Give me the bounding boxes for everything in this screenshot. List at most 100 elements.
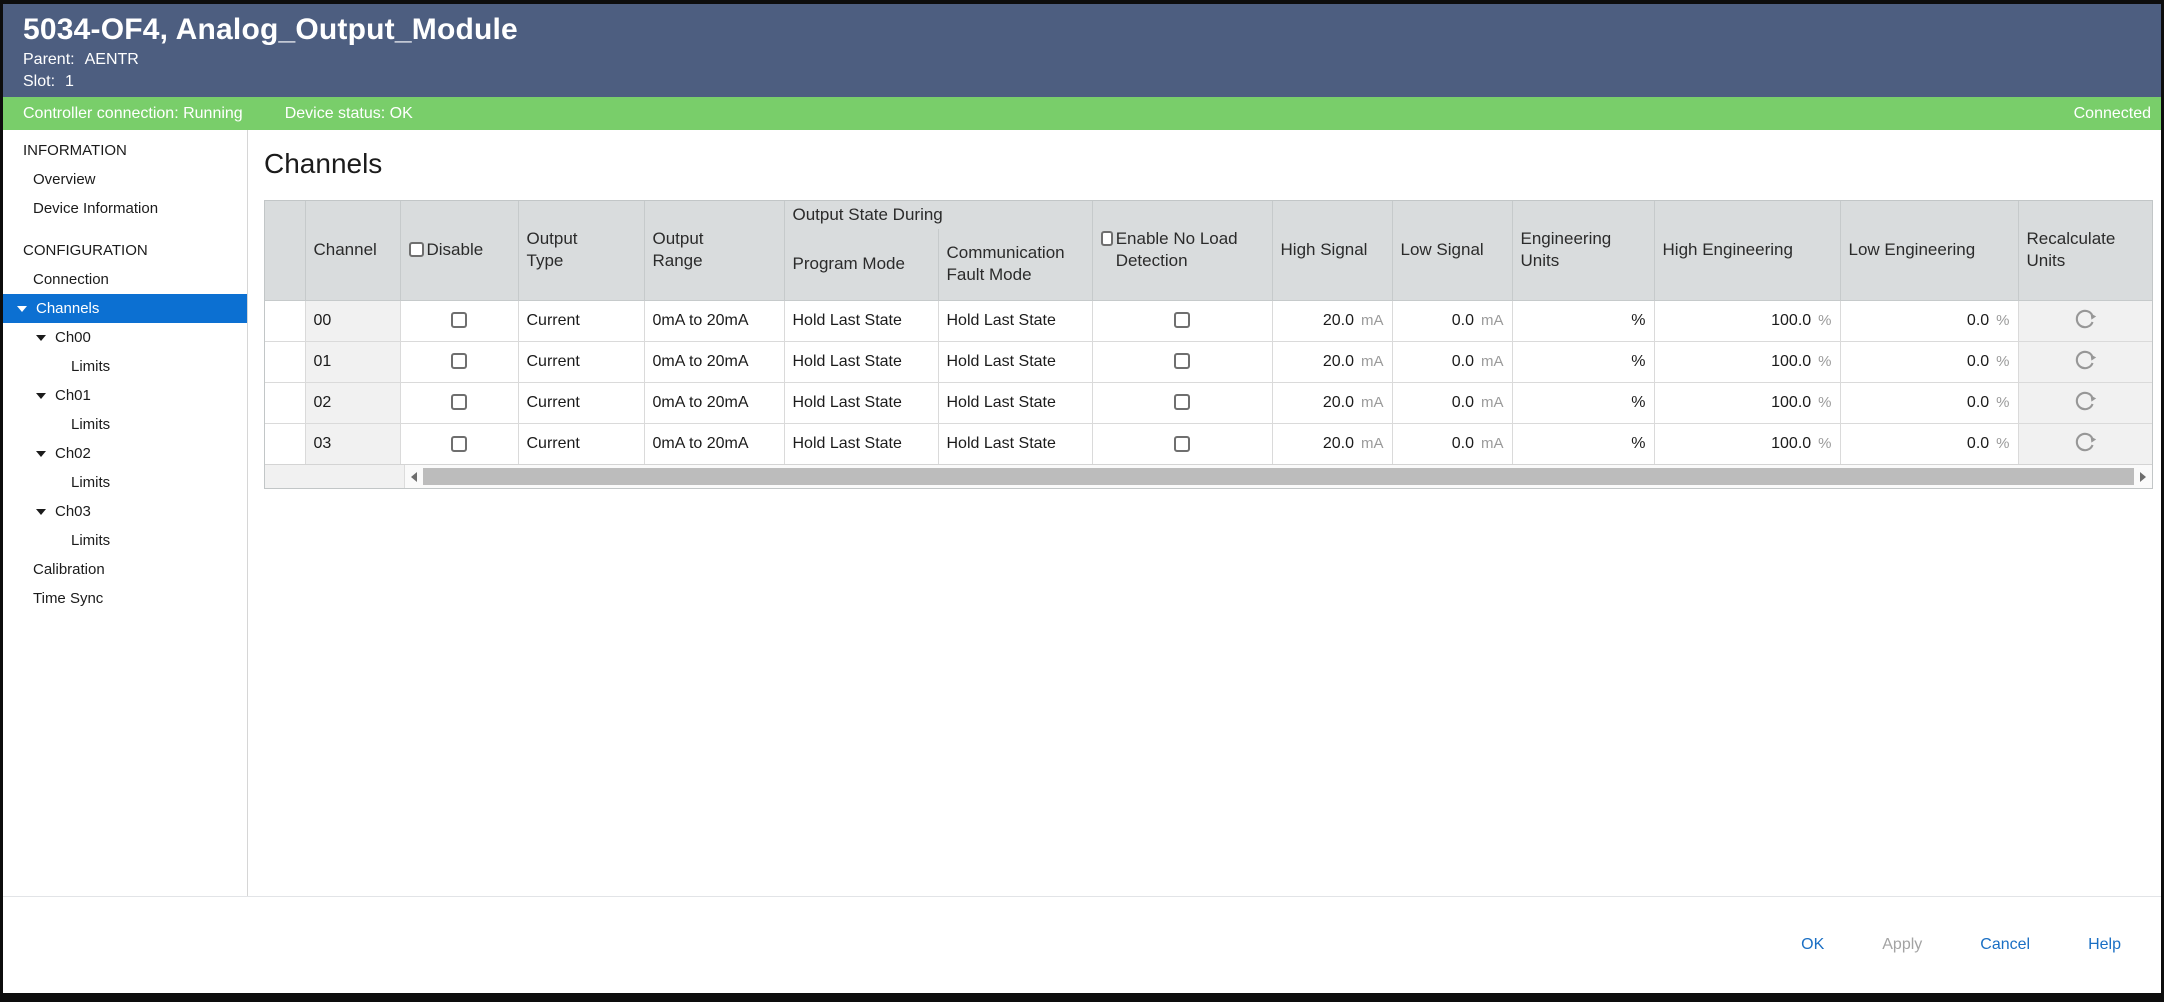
sidebar-section-configuration: CONFIGURATION [3,236,247,265]
program-mode-cell[interactable]: Hold Last State [784,300,938,341]
high-signal-cell[interactable]: 20.0mA [1272,382,1392,423]
disable-all-checkbox[interactable] [409,242,424,257]
high-signal-cell[interactable]: 20.0mA [1272,423,1392,464]
output-range-cell[interactable]: 0mA to 20mA [644,382,784,423]
engineering-units-cell[interactable]: % [1512,300,1654,341]
channels-grid: Channel Disable Output Type Output Range… [264,200,2153,489]
sidebar-item-device-information[interactable]: Device Information [3,194,247,223]
low-signal-cell[interactable]: 0.0mA [1392,341,1512,382]
disable-checkbox[interactable] [451,436,467,452]
sidebar-item-label: Channels [36,300,99,317]
enable-no-load-checkbox[interactable] [1174,394,1190,410]
row-selector[interactable] [265,341,305,382]
enable-no-load-checkbox[interactable] [1174,353,1190,369]
scrollbar-thumb[interactable] [423,468,2134,485]
circular-arrow-icon [2071,403,2099,418]
low-engineering-cell[interactable]: 0.0% [1840,300,2018,341]
main-panel: Channels Channel [248,130,2161,896]
comm-fault-mode-cell[interactable]: Hold Last State [938,423,1092,464]
enable-no-load-checkbox[interactable] [1174,436,1190,452]
chevron-down-icon[interactable] [36,393,46,399]
enable-no-load-all-checkbox[interactable] [1101,231,1113,246]
sidebar-item-ch02[interactable]: Ch02 [3,439,247,468]
low-signal-cell[interactable]: 0.0mA [1392,423,1512,464]
help-button[interactable]: Help [2074,928,2135,962]
chevron-down-icon[interactable] [36,451,46,457]
parent-label: Parent: [23,51,75,68]
parent-line: Parent:AENTR [23,49,2141,70]
sidebar-item-ch01[interactable]: Ch01 [3,381,247,410]
high-engineering-cell[interactable]: 100.0% [1654,382,1840,423]
low-engineering-cell[interactable]: 0.0% [1840,423,2018,464]
recalculate-button[interactable] [2071,426,2099,459]
row-selector[interactable] [265,300,305,341]
engineering-units-cell[interactable]: % [1512,382,1654,423]
high-engineering-cell[interactable]: 100.0% [1654,341,1840,382]
row-selector[interactable] [265,382,305,423]
engineering-units-cell[interactable]: % [1512,341,1654,382]
sidebar-item-time-sync[interactable]: Time Sync [3,584,247,613]
sidebar-item-channels[interactable]: Channels [3,294,247,323]
sidebar-item-ch02-limits[interactable]: Limits [3,468,247,497]
sidebar-item-ch03-limits[interactable]: Limits [3,526,247,555]
engineering-units-cell[interactable]: % [1512,423,1654,464]
chevron-down-icon[interactable] [36,335,46,341]
output-range-cell[interactable]: 0mA to 20mA [644,300,784,341]
high-signal-cell[interactable]: 20.0mA [1272,341,1392,382]
enable-no-load-cell [1092,423,1272,464]
col-header-high-signal: High Signal [1272,201,1392,300]
triangle-right-icon [2140,472,2146,482]
scroll-left-button[interactable] [405,465,423,488]
apply-button[interactable]: Apply [1868,928,1936,962]
recalculate-cell [2018,382,2152,423]
col-header-output-type: Output Type [518,201,644,300]
controller-connection-status: Controller connection: Running [23,105,243,123]
low-signal-cell[interactable]: 0.0mA [1392,382,1512,423]
row-selector[interactable] [265,423,305,464]
low-engineering-cell[interactable]: 0.0% [1840,341,2018,382]
sidebar-item-ch03[interactable]: Ch03 [3,497,247,526]
col-header-comm-fault-mode: Communication Fault Mode [938,229,1092,300]
scroll-right-button[interactable] [2134,465,2152,488]
high-engineering-cell[interactable]: 100.0% [1654,423,1840,464]
output-type-cell[interactable]: Current [518,341,644,382]
sidebar-item-ch00[interactable]: Ch00 [3,323,247,352]
recalculate-button[interactable] [2071,344,2099,377]
high-signal-cell[interactable]: 20.0mA [1272,300,1392,341]
status-bar: Controller connection: Running Device st… [3,97,2161,130]
sidebar-item-connection[interactable]: Connection [3,265,247,294]
low-signal-cell[interactable]: 0.0mA [1392,300,1512,341]
output-range-cell[interactable]: 0mA to 20mA [644,341,784,382]
ok-button[interactable]: OK [1787,928,1838,962]
disable-checkbox[interactable] [451,353,467,369]
comm-fault-mode-cell[interactable]: Hold Last State [938,382,1092,423]
output-range-cell[interactable]: 0mA to 20mA [644,423,784,464]
col-header-low-engineering: Low Engineering [1840,201,2018,300]
sidebar-item-ch00-limits[interactable]: Limits [3,352,247,381]
program-mode-cell[interactable]: Hold Last State [784,423,938,464]
output-type-cell[interactable]: Current [518,300,644,341]
sidebar-item-label: Ch03 [55,503,91,520]
sidebar-item-overview[interactable]: Overview [3,165,247,194]
recalculate-button[interactable] [2071,385,2099,418]
horizontal-scrollbar[interactable] [265,464,2152,488]
cancel-button[interactable]: Cancel [1966,928,2044,962]
recalculate-button[interactable] [2071,303,2099,336]
enable-no-load-cell [1092,382,1272,423]
output-type-cell[interactable]: Current [518,423,644,464]
sidebar-item-calibration[interactable]: Calibration [3,555,247,584]
disable-checkbox[interactable] [451,312,467,328]
chevron-down-icon[interactable] [36,509,46,515]
comm-fault-mode-cell[interactable]: Hold Last State [938,341,1092,382]
chevron-down-icon[interactable] [17,306,27,312]
low-engineering-cell[interactable]: 0.0% [1840,382,2018,423]
high-engineering-cell[interactable]: 100.0% [1654,300,1840,341]
output-type-cell[interactable]: Current [518,382,644,423]
program-mode-cell[interactable]: Hold Last State [784,341,938,382]
enable-no-load-checkbox[interactable] [1174,312,1190,328]
table-row: 01 Current 0mA to 20mA Hold Last State H… [265,341,2152,382]
disable-checkbox[interactable] [451,394,467,410]
sidebar-item-ch01-limits[interactable]: Limits [3,410,247,439]
comm-fault-mode-cell[interactable]: Hold Last State [938,300,1092,341]
program-mode-cell[interactable]: Hold Last State [784,382,938,423]
